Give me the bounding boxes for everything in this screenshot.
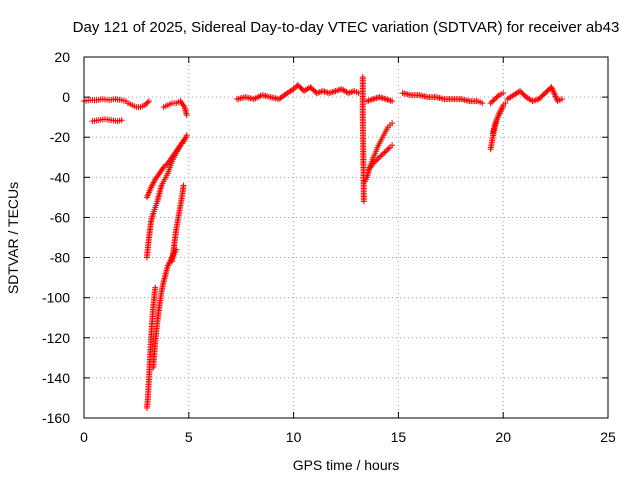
data-point (145, 98, 152, 105)
data-point (384, 146, 391, 153)
y-tick-label: -160 (42, 410, 70, 426)
data-point (183, 134, 190, 141)
x-tick-label: 20 (495, 429, 511, 445)
y-tick-label: -60 (50, 209, 70, 225)
series-dip-e (169, 182, 187, 265)
x-tick-label: 5 (185, 429, 193, 445)
data-point (160, 164, 167, 171)
y-axis-label: SDTVAR / TECUs (5, 182, 21, 294)
data-point (382, 148, 389, 155)
series-dip-i (489, 104, 507, 137)
y-tick-label: -80 (50, 250, 70, 266)
data-point (291, 84, 298, 91)
data-point (489, 98, 496, 105)
series-arc-4-5 (160, 98, 190, 119)
series-arc-19 (487, 90, 507, 107)
x-tick-label: 0 (80, 429, 88, 445)
y-tick-label: 0 (62, 89, 70, 105)
data-point (558, 96, 565, 103)
data-point (143, 100, 150, 107)
data-point (374, 156, 381, 163)
data-point (494, 93, 501, 100)
data-point (389, 142, 396, 149)
tick-labels: 0 5 10 15 20 25 20 0 -20 -40 -60 -80 -100 -120 -140 -16… (42, 49, 616, 445)
data-point (118, 117, 125, 124)
data-point (389, 98, 396, 105)
y-tick-label: -100 (42, 290, 70, 306)
data-point (491, 96, 498, 103)
plot-frame (83, 56, 609, 419)
data-point (389, 120, 396, 127)
data-point (502, 100, 509, 107)
x-tick-label: 15 (391, 429, 407, 445)
series-afternoon (399, 90, 486, 107)
data-point (360, 198, 367, 205)
y-tick-label: -20 (50, 129, 70, 145)
y-tick-label: -140 (42, 370, 70, 386)
series-arc-14 (363, 94, 396, 105)
data-point (152, 284, 159, 291)
data-point (375, 154, 382, 161)
y-tick-label: 20 (54, 49, 70, 65)
series-dip-d (150, 246, 180, 371)
y-tick-label: -40 (50, 169, 70, 185)
data-point (479, 100, 486, 107)
series-dip-c (143, 284, 159, 411)
data-point (500, 90, 507, 97)
data-point (487, 100, 494, 107)
series-midday (234, 82, 362, 103)
series-arc-2-3 (125, 98, 152, 111)
data-point (378, 152, 385, 159)
data-points (81, 74, 565, 411)
y-tick-label: -120 (42, 330, 70, 346)
chart-title: Day 121 of 2025, Sidereal Day-to-day VTE… (73, 19, 620, 36)
data-point (141, 102, 148, 109)
x-tick-label: 10 (286, 429, 302, 445)
data-point (371, 158, 378, 165)
data-point (144, 99, 151, 106)
data-point (500, 104, 507, 111)
x-axis-label: GPS time / hours (293, 457, 400, 473)
series-offset-band (89, 116, 125, 125)
series-dip-b (143, 134, 190, 261)
data-point (373, 157, 380, 164)
series-dip-g (366, 142, 396, 173)
data-point (385, 145, 392, 152)
series-outliers-13 (359, 74, 367, 205)
data-point (183, 112, 190, 119)
data-point (370, 160, 377, 167)
data-point (290, 86, 297, 93)
x-tick-label: 25 (600, 429, 616, 445)
data-point (493, 94, 500, 101)
data-point (180, 182, 187, 189)
series-evening (504, 84, 565, 105)
data-point (381, 149, 388, 156)
data-point (380, 150, 387, 157)
data-point (377, 153, 384, 160)
data-point (162, 162, 169, 169)
data-point (490, 97, 497, 104)
grid-lines (84, 57, 608, 418)
